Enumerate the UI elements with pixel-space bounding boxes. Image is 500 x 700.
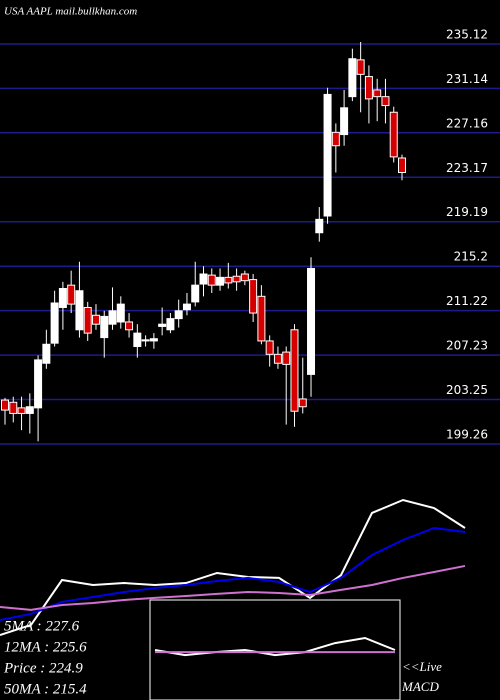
legend-text: 12MA : 225.6 (4, 639, 87, 655)
candle-body (191, 284, 200, 303)
candle-body (298, 398, 307, 408)
candle-body (75, 290, 84, 331)
macd-box (149, 599, 401, 700)
candle-body (133, 332, 142, 348)
candle-body (199, 273, 208, 285)
candle-body (356, 59, 365, 75)
candle-body (67, 284, 76, 305)
candle-body (17, 407, 26, 414)
candle-body (381, 96, 390, 107)
candle-body (273, 353, 282, 364)
candle-body (34, 359, 43, 409)
candle-body (207, 274, 216, 286)
candle-body (315, 218, 324, 234)
candle-body (1, 399, 9, 411)
candle-body (282, 351, 291, 365)
candle-body (141, 339, 150, 342)
y-tick-label: 235.12 (446, 28, 488, 42)
candle-body (265, 340, 274, 355)
indicator-line (0, 564, 466, 611)
y-tick-label: 211.22 (446, 294, 488, 308)
candle-body (398, 157, 406, 173)
legend-text: 5MA : 227.6 (4, 618, 80, 634)
candle-body (216, 276, 225, 286)
candle-body (9, 401, 18, 414)
candle-body (116, 303, 125, 323)
candle-body (240, 273, 249, 282)
candle-body (166, 318, 175, 331)
candle-body (91, 314, 100, 325)
candle-body (249, 279, 258, 314)
candle-body (182, 303, 191, 311)
indicator-line (154, 636, 396, 657)
candle-body (224, 276, 233, 284)
candle-body (290, 329, 299, 412)
indicator-line (0, 498, 466, 636)
candle-body (174, 310, 183, 320)
candle-body (257, 295, 266, 342)
candle-body (83, 306, 92, 334)
candle-body (373, 89, 382, 98)
candle-body (232, 275, 241, 283)
candle-body (331, 131, 340, 147)
indicator-line (0, 526, 466, 621)
candle-body (364, 76, 373, 100)
y-tick-label: 215.2 (454, 250, 488, 264)
candle-body (42, 343, 51, 364)
y-tick-label: 219.19 (446, 205, 488, 219)
y-tick-label: 199.26 (446, 428, 488, 442)
macd-live: <<Live (402, 659, 442, 674)
macd-title: MACD (401, 679, 439, 694)
y-tick-label: 227.16 (446, 116, 488, 130)
candle-body (58, 288, 67, 308)
candle-body (50, 302, 59, 344)
candle-body (158, 323, 167, 327)
legend-text: Price : 224.9 (3, 660, 83, 676)
y-tick-label: 203.25 (446, 383, 488, 397)
candle-body (25, 406, 34, 414)
candle-body (307, 267, 316, 375)
candle-body (149, 338, 158, 342)
candle-body (100, 315, 109, 339)
candle-body (108, 310, 117, 325)
candle-body (340, 107, 349, 136)
y-tick-label: 223.17 (446, 161, 488, 175)
candle-body (348, 58, 357, 98)
chart-title: USA AAPL mail.bullkhan.com (4, 6, 137, 18)
y-tick-label: 207.23 (446, 339, 488, 353)
candle-body (323, 93, 332, 217)
legend-text: 50MA : 215.4 (4, 681, 87, 697)
y-tick-label: 231.14 (446, 72, 488, 86)
candle-body (125, 321, 134, 331)
candle-body (389, 111, 398, 158)
